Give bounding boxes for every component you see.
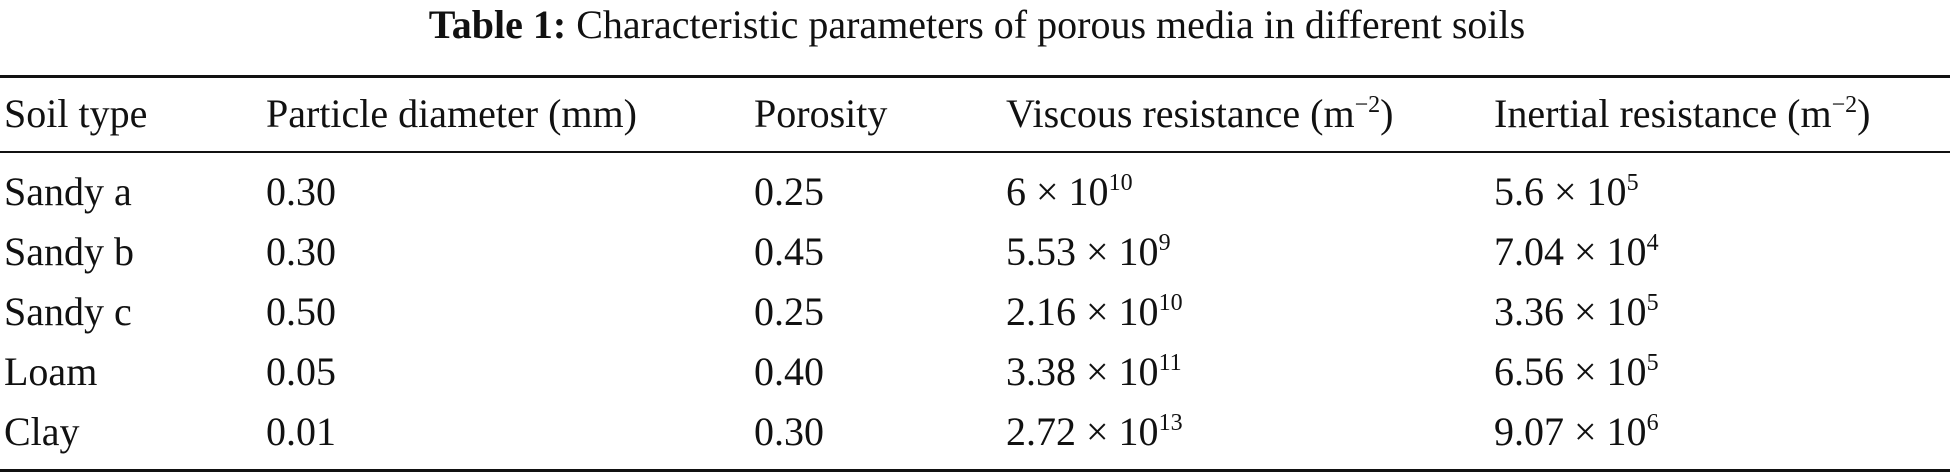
cell-viscous-resistance: 6 × 1010	[1006, 162, 1133, 222]
cell-viscous-exponent: 13	[1158, 410, 1183, 436]
cell-inertial-exponent: 5	[1646, 350, 1659, 376]
cell-inertial-mantissa: 3.36 × 10	[1494, 289, 1647, 334]
cell-inertial-mantissa: 7.04 × 10	[1494, 229, 1647, 274]
cell-inertial-resistance: 9.07 × 106	[1494, 402, 1659, 462]
header-inertial-resistance: Inertial resistance (m−2)	[1494, 84, 1871, 144]
header-viscous-resistance: Viscous resistance (m−2)	[1006, 84, 1394, 144]
cell-viscous-exponent: 9	[1158, 230, 1171, 256]
cell-particle-diameter: 0.30	[266, 169, 336, 214]
header-viscous-resistance-exponent: −2	[1354, 92, 1381, 118]
cell-porosity: 0.25	[754, 169, 824, 214]
cell-viscous-mantissa: 2.72 × 10	[1006, 409, 1159, 454]
cell-viscous-exponent: 10	[1158, 290, 1183, 316]
cell-inertial-resistance: 3.36 × 105	[1494, 282, 1659, 342]
cell-viscous-mantissa: 5.53 × 10	[1006, 229, 1159, 274]
cell-porosity: 0.25	[754, 289, 824, 334]
cell-viscous-exponent: 11	[1158, 350, 1182, 376]
header-viscous-resistance-close: )	[1380, 91, 1394, 136]
cell-inertial-exponent: 6	[1646, 410, 1659, 436]
cell-inertial-mantissa: 5.6 × 10	[1494, 169, 1627, 214]
cell-inertial-mantissa: 9.07 × 10	[1494, 409, 1647, 454]
header-soil-type: Soil type	[4, 91, 148, 136]
cell-soil-type: Sandy b	[4, 229, 134, 274]
cell-particle-diameter: 0.01	[266, 409, 336, 454]
cell-inertial-exponent: 4	[1646, 230, 1659, 256]
cell-inertial-mantissa: 6.56 × 10	[1494, 349, 1647, 394]
cell-inertial-exponent: 5	[1646, 290, 1659, 316]
cell-inertial-resistance: 6.56 × 105	[1494, 342, 1659, 402]
cell-viscous-mantissa: 3.38 × 10	[1006, 349, 1159, 394]
header-viscous-resistance-label: Viscous resistance (m	[1006, 91, 1355, 136]
cell-soil-type: Sandy a	[4, 169, 132, 214]
cell-viscous-resistance: 2.16 × 1010	[1006, 282, 1183, 342]
cell-viscous-resistance: 3.38 × 1011	[1006, 342, 1182, 402]
cell-viscous-exponent: 10	[1108, 170, 1133, 196]
table-caption: Table 1: Characteristic parameters of po…	[0, 0, 1954, 62]
cell-inertial-resistance: 7.04 × 104	[1494, 222, 1659, 282]
table-caption-text: Characteristic parameters of porous medi…	[576, 2, 1526, 47]
table-bottom-rule	[0, 469, 1950, 472]
cell-soil-type: Sandy c	[4, 289, 132, 334]
table-top-rule	[0, 75, 1950, 78]
header-inertial-resistance-label: Inertial resistance (m	[1494, 91, 1832, 136]
header-particle-diameter: Particle diameter (mm)	[266, 91, 637, 136]
cell-particle-diameter: 0.50	[266, 289, 336, 334]
header-inertial-resistance-close: )	[1857, 91, 1871, 136]
cell-viscous-resistance: 2.72 × 1013	[1006, 402, 1183, 462]
cell-soil-type: Loam	[4, 349, 98, 394]
header-porosity: Porosity	[754, 91, 888, 136]
cell-viscous-resistance: 5.53 × 109	[1006, 222, 1171, 282]
cell-porosity: 0.30	[754, 409, 824, 454]
cell-soil-type: Clay	[4, 409, 80, 454]
cell-inertial-resistance: 5.6 × 105	[1494, 162, 1639, 222]
header-inertial-resistance-exponent: −2	[1831, 92, 1858, 118]
cell-porosity: 0.45	[754, 229, 824, 274]
cell-particle-diameter: 0.30	[266, 229, 336, 274]
cell-inertial-exponent: 5	[1626, 170, 1639, 196]
table-caption-label: Table 1:	[428, 2, 567, 47]
table-header-rule	[0, 151, 1950, 153]
cell-porosity: 0.40	[754, 349, 824, 394]
cell-viscous-mantissa: 2.16 × 10	[1006, 289, 1159, 334]
cell-viscous-mantissa: 6 × 10	[1006, 169, 1109, 214]
cell-particle-diameter: 0.05	[266, 349, 336, 394]
